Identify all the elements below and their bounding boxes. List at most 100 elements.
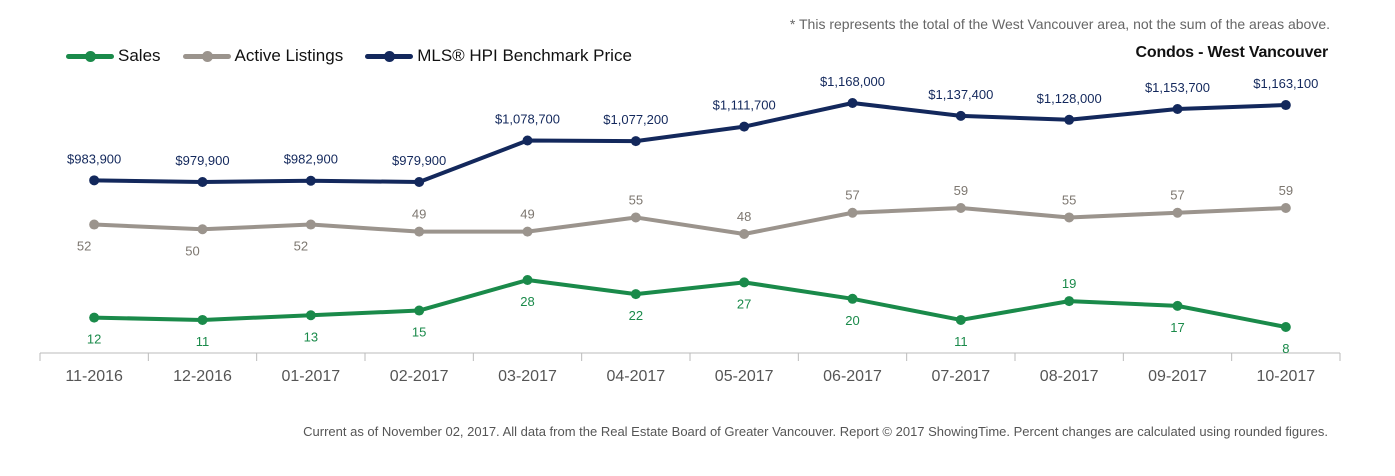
data-point bbox=[305, 219, 316, 230]
data-label: 19 bbox=[1062, 276, 1076, 291]
data-label: $1,128,000 bbox=[1037, 91, 1102, 106]
legend-label-active-listings: Active Listings bbox=[234, 46, 344, 65]
data-point bbox=[847, 293, 858, 304]
x-tick-label: 10-2017 bbox=[1256, 368, 1315, 385]
data-label: 55 bbox=[629, 192, 643, 207]
data-point bbox=[522, 226, 533, 237]
legend-swatch-benchmark-price bbox=[365, 50, 414, 62]
legend-label-benchmark-price: MLS® HPI Benchmark Price bbox=[417, 46, 632, 65]
data-point bbox=[955, 203, 966, 213]
data-point bbox=[414, 226, 425, 237]
data-point bbox=[305, 310, 316, 321]
data-label: 50 bbox=[185, 243, 199, 258]
data-label: 28 bbox=[520, 294, 534, 309]
data-point bbox=[89, 312, 100, 323]
x-tick-label: 06-2017 bbox=[823, 368, 882, 385]
footer-source-note: Current as of November 02, 2017. All dat… bbox=[303, 424, 1328, 439]
data-label: $1,163,100 bbox=[1253, 76, 1318, 91]
data-point bbox=[522, 275, 533, 285]
data-point bbox=[1172, 300, 1183, 311]
data-point bbox=[1172, 104, 1183, 115]
data-label: 55 bbox=[1062, 192, 1076, 207]
data-point bbox=[1064, 114, 1075, 125]
data-label: 22 bbox=[629, 308, 643, 323]
data-label: $979,900 bbox=[175, 153, 229, 168]
data-label: 59 bbox=[954, 183, 968, 198]
data-point bbox=[630, 289, 641, 300]
legend-item-sales: Sales bbox=[66, 46, 161, 66]
x-tick-label: 11-2016 bbox=[65, 368, 123, 385]
x-tick-label: 07-2017 bbox=[931, 368, 990, 385]
data-label: 48 bbox=[737, 209, 751, 224]
data-label: $1,077,200 bbox=[603, 112, 668, 127]
data-label: 57 bbox=[1170, 188, 1184, 203]
data-label: 11 bbox=[954, 334, 968, 349]
data-label: 52 bbox=[77, 239, 91, 254]
x-tick-label: 01-2017 bbox=[281, 368, 340, 385]
x-tick-label: 03-2017 bbox=[498, 368, 557, 385]
x-tick-label: 02-2017 bbox=[390, 368, 449, 385]
legend-swatch-sales bbox=[66, 50, 114, 62]
chart-subtitle: Condos - West Vancouver bbox=[1135, 44, 1329, 61]
data-label: 13 bbox=[304, 329, 318, 344]
series-line-1 bbox=[92, 206, 1288, 236]
data-point bbox=[847, 98, 858, 108]
data-label: $982,900 bbox=[284, 152, 338, 167]
data-point bbox=[955, 314, 966, 325]
data-label: $979,900 bbox=[392, 153, 446, 168]
data-point bbox=[1280, 322, 1291, 332]
data-label: 59 bbox=[1279, 183, 1293, 198]
data-point bbox=[630, 212, 641, 223]
legend-label-sales: Sales bbox=[118, 46, 161, 65]
data-label: 15 bbox=[412, 325, 426, 340]
data-label: $1,137,400 bbox=[928, 87, 993, 102]
x-tick-label: 08-2017 bbox=[1040, 368, 1099, 385]
data-point bbox=[630, 136, 641, 147]
data-label: 20 bbox=[845, 313, 859, 328]
data-label: $1,078,700 bbox=[495, 112, 560, 127]
data-point bbox=[1064, 296, 1075, 307]
data-point bbox=[197, 224, 208, 235]
data-label: 57 bbox=[845, 188, 859, 203]
data-point bbox=[197, 177, 208, 187]
data-label: 49 bbox=[520, 207, 534, 222]
data-point bbox=[1172, 207, 1183, 218]
x-tick-label: 09-2017 bbox=[1148, 368, 1207, 385]
legend-swatch-active-listings bbox=[182, 50, 231, 62]
data-point bbox=[739, 277, 750, 288]
legend-item-benchmark-price: MLS® HPI Benchmark Price bbox=[365, 46, 632, 66]
data-point bbox=[739, 229, 750, 239]
data-point bbox=[305, 175, 316, 186]
legend: Sales Active Listings MLS® HPI Benchmark… bbox=[66, 45, 654, 67]
data-label: $983,900 bbox=[67, 151, 121, 166]
data-label: 17 bbox=[1170, 320, 1184, 335]
data-label: 27 bbox=[737, 296, 751, 311]
data-point bbox=[89, 175, 100, 186]
data-point bbox=[414, 177, 425, 187]
data-label: 12 bbox=[87, 332, 101, 347]
data-label: $1,153,700 bbox=[1145, 80, 1210, 95]
series-line-0 bbox=[92, 278, 1288, 329]
data-point bbox=[522, 135, 533, 146]
data-label: $1,168,000 bbox=[820, 74, 885, 89]
x-tick-label: 04-2017 bbox=[606, 368, 665, 385]
data-point bbox=[739, 121, 750, 132]
data-point bbox=[955, 110, 966, 121]
footnote-note: * This represents the total of the West … bbox=[789, 16, 1330, 32]
data-point bbox=[414, 305, 425, 316]
data-label: 8 bbox=[1282, 341, 1289, 356]
x-tick-label: 12-2016 bbox=[173, 368, 232, 385]
data-point bbox=[1280, 203, 1291, 213]
data-label: 11 bbox=[196, 334, 210, 349]
legend-item-active-listings: Active Listings bbox=[182, 46, 344, 66]
x-tick-label: 05-2017 bbox=[715, 368, 774, 385]
data-point bbox=[197, 314, 208, 325]
data-point bbox=[89, 219, 100, 230]
data-point bbox=[1064, 212, 1075, 223]
data-label: 52 bbox=[294, 239, 308, 254]
series-line-2 bbox=[92, 101, 1288, 184]
data-point bbox=[847, 207, 858, 218]
data-label: 49 bbox=[412, 207, 426, 222]
data-point bbox=[1280, 100, 1291, 111]
